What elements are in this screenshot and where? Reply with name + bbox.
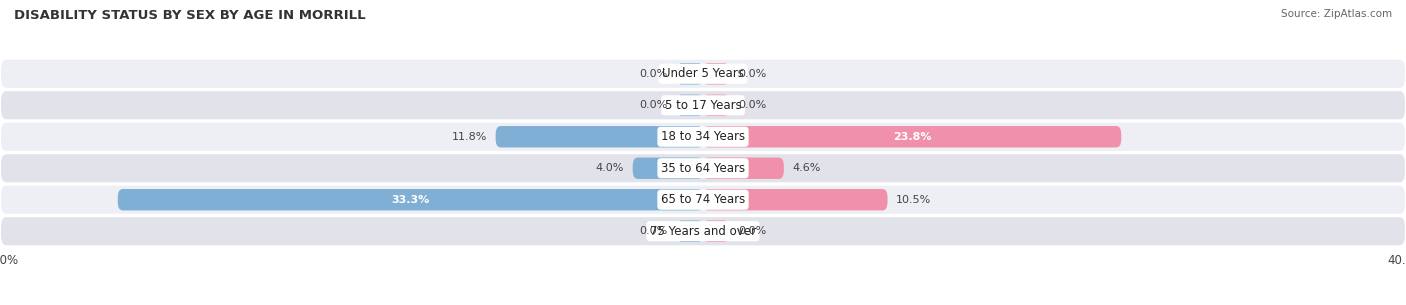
FancyBboxPatch shape bbox=[0, 90, 1406, 120]
Text: Under 5 Years: Under 5 Years bbox=[662, 67, 744, 80]
Text: 18 to 34 Years: 18 to 34 Years bbox=[661, 130, 745, 143]
Text: 75 Years and over: 75 Years and over bbox=[650, 225, 756, 238]
Text: 0.0%: 0.0% bbox=[738, 100, 766, 110]
Text: 23.8%: 23.8% bbox=[893, 132, 931, 142]
Text: DISABILITY STATUS BY SEX BY AGE IN MORRILL: DISABILITY STATUS BY SEX BY AGE IN MORRI… bbox=[14, 9, 366, 22]
Text: Source: ZipAtlas.com: Source: ZipAtlas.com bbox=[1281, 9, 1392, 19]
Text: 4.0%: 4.0% bbox=[596, 163, 624, 173]
FancyBboxPatch shape bbox=[703, 95, 730, 116]
Text: 0.0%: 0.0% bbox=[738, 69, 766, 79]
FancyBboxPatch shape bbox=[676, 63, 703, 84]
Text: 0.0%: 0.0% bbox=[640, 226, 668, 236]
FancyBboxPatch shape bbox=[0, 185, 1406, 215]
FancyBboxPatch shape bbox=[703, 158, 785, 179]
Text: 33.3%: 33.3% bbox=[391, 195, 429, 205]
Text: 65 to 74 Years: 65 to 74 Years bbox=[661, 193, 745, 206]
FancyBboxPatch shape bbox=[0, 122, 1406, 152]
Text: 11.8%: 11.8% bbox=[451, 132, 486, 142]
FancyBboxPatch shape bbox=[496, 126, 703, 147]
Text: 0.0%: 0.0% bbox=[640, 100, 668, 110]
FancyBboxPatch shape bbox=[0, 153, 1406, 183]
Text: 5 to 17 Years: 5 to 17 Years bbox=[665, 99, 741, 112]
Text: 10.5%: 10.5% bbox=[897, 195, 932, 205]
FancyBboxPatch shape bbox=[118, 189, 703, 210]
Text: 0.0%: 0.0% bbox=[640, 69, 668, 79]
Text: 4.6%: 4.6% bbox=[793, 163, 821, 173]
FancyBboxPatch shape bbox=[703, 189, 887, 210]
FancyBboxPatch shape bbox=[703, 221, 730, 242]
FancyBboxPatch shape bbox=[703, 63, 730, 84]
FancyBboxPatch shape bbox=[633, 158, 703, 179]
Text: 0.0%: 0.0% bbox=[738, 226, 766, 236]
FancyBboxPatch shape bbox=[0, 59, 1406, 89]
FancyBboxPatch shape bbox=[703, 126, 1122, 147]
FancyBboxPatch shape bbox=[676, 95, 703, 116]
Text: 35 to 64 Years: 35 to 64 Years bbox=[661, 162, 745, 175]
FancyBboxPatch shape bbox=[0, 216, 1406, 246]
FancyBboxPatch shape bbox=[676, 221, 703, 242]
